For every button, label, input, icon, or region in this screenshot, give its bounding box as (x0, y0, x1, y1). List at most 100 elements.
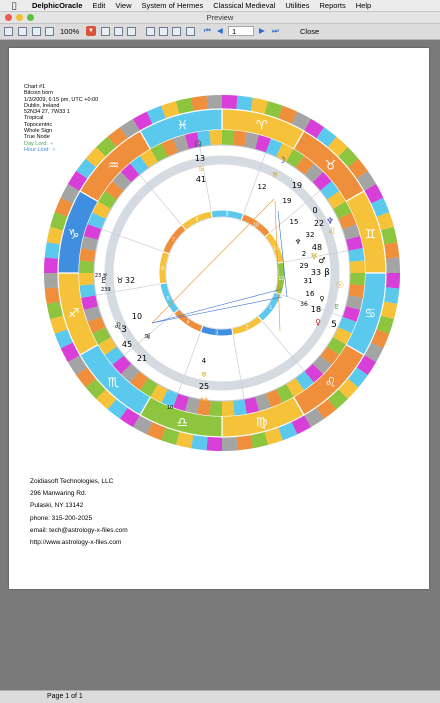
chart-label: 5 (331, 320, 337, 330)
decan-segment (184, 132, 200, 150)
decan-segment (312, 355, 332, 375)
decan-segment (348, 248, 365, 262)
decan-segment (79, 260, 95, 273)
decan-segment (79, 273, 95, 286)
aspect-line (151, 296, 283, 324)
chart-label: ♉ (116, 276, 123, 285)
disk-icon[interactable] (32, 27, 41, 36)
term-segment (264, 427, 283, 445)
fit-width-icon[interactable] (101, 27, 110, 36)
term-segment (46, 226, 64, 245)
house-cusp-line (199, 146, 212, 212)
term-segment (278, 105, 298, 125)
chart-label: 9 (107, 287, 110, 293)
chart-label: 10 (167, 405, 173, 411)
chart-label: ♆ (295, 238, 301, 246)
company-name: Zoidiasoft Technologies, LLC (30, 478, 114, 485)
menu-utilities[interactable]: Utilities (285, 1, 310, 10)
house-cusp-line (101, 228, 163, 252)
sign-glyph: ♓ (176, 119, 188, 134)
previous-page-button[interactable]: ◀ (217, 26, 223, 35)
menu-system-of-hermes[interactable]: System of Hermes (141, 1, 204, 10)
close-window-button[interactable] (5, 14, 12, 21)
chart-label: 19 (283, 197, 292, 205)
chart-label: 45 (122, 340, 132, 349)
decan-segment (255, 393, 271, 412)
term-segment (206, 436, 222, 451)
chart-label: ♋ (198, 165, 204, 173)
decan-segment (332, 327, 352, 345)
chart-label: 21 (137, 354, 147, 363)
term-segment (54, 329, 74, 349)
menu-app-name[interactable]: DelphicOracle (32, 1, 83, 10)
next-page-button[interactable]: ▶ (259, 26, 265, 35)
minimize-window-button[interactable] (16, 14, 23, 21)
house-cusp-line (270, 190, 321, 233)
decan-segment (120, 363, 140, 383)
save-icon[interactable] (18, 27, 27, 36)
term-segment (337, 378, 359, 399)
chart-label: ♅ (310, 252, 317, 261)
chart-label: ♀ (315, 318, 321, 327)
export-icon[interactable] (186, 27, 195, 36)
menu-view[interactable]: View (115, 1, 132, 10)
facing-page-icon[interactable] (172, 27, 181, 36)
page-number-field[interactable]: 1 (228, 26, 254, 36)
menu-help[interactable]: Help (355, 1, 372, 10)
chart-info: Chart #1 Bitcoin born 1/3/2009, 6:15 pm,… (24, 84, 98, 153)
house-cusp-line (177, 332, 201, 394)
term-segment (385, 257, 400, 273)
aspect-line (277, 210, 288, 298)
chart-label: ♌ (328, 227, 336, 237)
first-page-button[interactable]: ⏮ (204, 26, 211, 35)
term-segment (50, 315, 68, 334)
decan-segment (209, 130, 222, 146)
term-segment (327, 136, 348, 158)
print-icon[interactable] (4, 27, 13, 36)
menu-bar:  DelphicOracle Edit View System of Herm… (0, 0, 440, 12)
continuous-page-icon[interactable] (159, 27, 168, 36)
menu-reports[interactable]: Reports (319, 1, 346, 10)
chart-label: 36 (300, 301, 308, 308)
sign-glyph: ♈ (256, 119, 268, 134)
house-cusp-line (95, 283, 161, 296)
term-segment (383, 242, 400, 259)
apple-menu-icon[interactable]:  (8, 1, 20, 10)
term-segment (161, 101, 180, 119)
chart-label: 23 (101, 287, 107, 293)
zoom-window-button[interactable] (27, 14, 34, 21)
term-segment (327, 388, 348, 410)
decan-segment (87, 316, 106, 334)
decan-segment (265, 138, 283, 157)
chart-label: 33 (311, 268, 321, 277)
term-segment (337, 147, 359, 168)
decan-segment (286, 149, 305, 169)
copy-icon[interactable] (45, 27, 54, 36)
chart-label: 23 (95, 273, 101, 279)
decan-segment (92, 201, 112, 219)
menu-classical-medieval[interactable]: Classical Medieval (213, 1, 276, 10)
term-segment (44, 257, 59, 273)
decan-segment (197, 130, 211, 147)
term-segment (278, 421, 298, 441)
menu-edit[interactable]: Edit (92, 1, 106, 10)
single-page-icon[interactable] (146, 27, 155, 36)
chart-label: 41 (196, 175, 206, 184)
last-page-button[interactable]: ⏭ (272, 26, 279, 35)
term-segment (385, 273, 400, 289)
chart-number: Chart #1 (24, 84, 46, 90)
chart-label: ☽ (278, 156, 286, 166)
two-page-icon[interactable] (127, 27, 136, 36)
day-lord: Day Lord: ♃ (24, 140, 54, 147)
term-segment (146, 421, 166, 441)
chart-label: ♅ (201, 371, 207, 379)
fit-page-icon[interactable] (114, 27, 123, 36)
chart-label: 13 (195, 154, 205, 163)
decan-segment (139, 377, 158, 397)
zoom-dropdown-button[interactable]: ▼ (86, 26, 96, 36)
close-button[interactable]: Close (300, 27, 320, 36)
chart-label: ☋ (200, 397, 208, 407)
term-segment (54, 197, 74, 217)
house-number: 10 (253, 222, 259, 228)
sign-glyph: ♑ (68, 227, 80, 242)
